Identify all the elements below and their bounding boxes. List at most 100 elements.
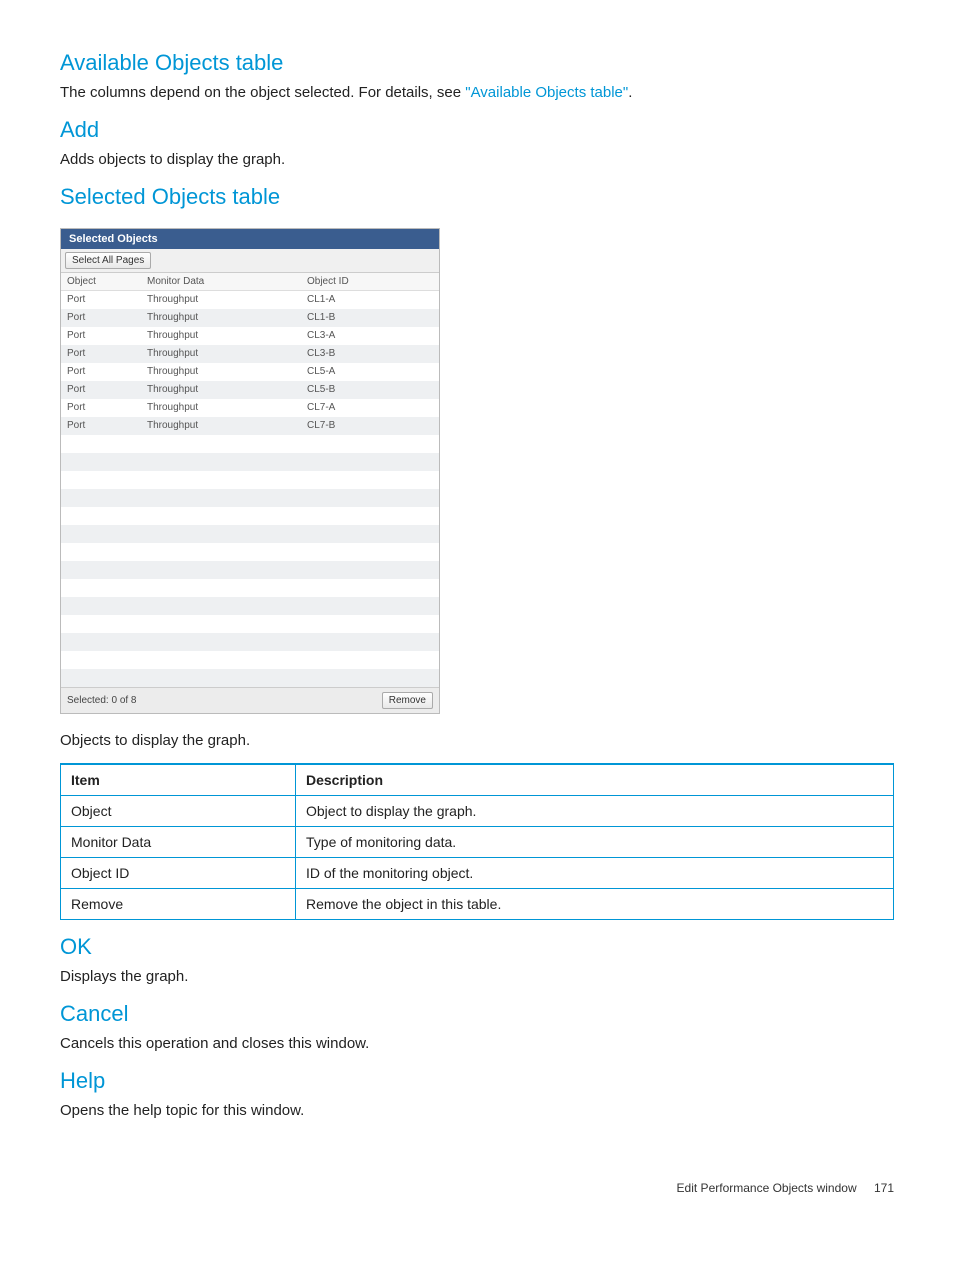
- remove-button[interactable]: Remove: [382, 692, 433, 709]
- col-object-id[interactable]: Object ID: [301, 273, 381, 291]
- table-row-empty: [61, 597, 439, 615]
- selected-objects-panel: Selected Objects Select All Pages Object…: [60, 228, 440, 714]
- table-row-empty: [61, 561, 439, 579]
- table-row-empty: [61, 435, 439, 453]
- panel-title: Selected Objects: [61, 229, 439, 249]
- table-cell: [61, 453, 141, 471]
- table-cell: [381, 543, 439, 561]
- table-cell: CL7-B: [301, 417, 381, 435]
- table-cell: [381, 471, 439, 489]
- table-row[interactable]: PortThroughputCL5-B: [61, 381, 439, 399]
- table-cell: [141, 651, 301, 669]
- table-row[interactable]: PortThroughputCL7-B: [61, 417, 439, 435]
- table-row[interactable]: PortThroughputCL1-A: [61, 291, 439, 309]
- table-row-empty: [61, 579, 439, 597]
- desc-col-item: Item: [61, 764, 296, 796]
- table-cell: [61, 633, 141, 651]
- desc-row: ObjectObject to display the graph.: [61, 795, 894, 826]
- table-cell: Port: [61, 291, 141, 309]
- table-cell: Throughput: [141, 345, 301, 363]
- text-available-objects: The columns depend on the object selecte…: [60, 82, 894, 103]
- table-cell: [301, 453, 381, 471]
- heading-cancel: Cancel: [60, 1001, 894, 1027]
- col-object[interactable]: Object: [61, 273, 141, 291]
- table-row[interactable]: PortThroughputCL5-A: [61, 363, 439, 381]
- col-monitor-data[interactable]: Monitor Data: [141, 273, 301, 291]
- table-cell: [141, 669, 301, 687]
- table-cell: Port: [61, 363, 141, 381]
- table-cell: CL5-B: [301, 381, 381, 399]
- table-cell: [141, 435, 301, 453]
- footer-title: Edit Performance Objects window: [677, 1181, 857, 1195]
- table-cell: [381, 345, 439, 363]
- table-cell: Throughput: [141, 381, 301, 399]
- table-cell: [381, 507, 439, 525]
- table-row[interactable]: PortThroughputCL1-B: [61, 309, 439, 327]
- table-cell: [61, 543, 141, 561]
- table-cell: Port: [61, 309, 141, 327]
- table-cell: [61, 615, 141, 633]
- table-cell: [141, 471, 301, 489]
- desc-row: RemoveRemove the object in this table.: [61, 888, 894, 919]
- table-cell: [381, 615, 439, 633]
- desc-row: Monitor DataType of monitoring data.: [61, 826, 894, 857]
- table-cell: [381, 291, 439, 309]
- table-cell: [381, 561, 439, 579]
- panel-toolbar: Select All Pages: [61, 249, 439, 273]
- table-cell: Throughput: [141, 417, 301, 435]
- desc-row: Object IDID of the monitoring object.: [61, 857, 894, 888]
- table-cell: Port: [61, 345, 141, 363]
- table-cell: CL3-B: [301, 345, 381, 363]
- col-empty: [381, 273, 439, 291]
- table-cell: [301, 669, 381, 687]
- text-add: Adds objects to display the graph.: [60, 149, 894, 170]
- table-row-empty: [61, 525, 439, 543]
- table-row[interactable]: PortThroughputCL3-B: [61, 345, 439, 363]
- table-cell: [381, 327, 439, 345]
- table-cell: [61, 507, 141, 525]
- table-row-empty: [61, 489, 439, 507]
- select-all-pages-button[interactable]: Select All Pages: [65, 252, 151, 269]
- desc-cell: Remove: [61, 888, 296, 919]
- heading-help: Help: [60, 1068, 894, 1094]
- desc-col-description: Description: [296, 764, 894, 796]
- desc-cell: Remove the object in this table.: [296, 888, 894, 919]
- table-cell: [141, 579, 301, 597]
- table-cell: [61, 471, 141, 489]
- table-cell: [381, 597, 439, 615]
- table-cell: [301, 435, 381, 453]
- heading-ok: OK: [60, 934, 894, 960]
- table-cell: [381, 525, 439, 543]
- table-cell: Throughput: [141, 291, 301, 309]
- selected-objects-datatable: Object Monitor Data Object ID PortThroug…: [61, 273, 439, 687]
- table-row-empty: [61, 453, 439, 471]
- table-cell: [301, 525, 381, 543]
- table-cell: [381, 363, 439, 381]
- table-cell: CL1-A: [301, 291, 381, 309]
- table-cell: [301, 651, 381, 669]
- table-cell: [141, 507, 301, 525]
- table-cell: [141, 453, 301, 471]
- table-cell: [141, 633, 301, 651]
- table-cell: Port: [61, 381, 141, 399]
- table-row[interactable]: PortThroughputCL3-A: [61, 327, 439, 345]
- text-ok: Displays the graph.: [60, 966, 894, 987]
- table-cell: Port: [61, 417, 141, 435]
- table-row-empty: [61, 651, 439, 669]
- desc-cell: Object to display the graph.: [296, 795, 894, 826]
- table-cell: CL1-B: [301, 309, 381, 327]
- table-row[interactable]: PortThroughputCL7-A: [61, 399, 439, 417]
- text-available-prefix: The columns depend on the object selecte…: [60, 84, 465, 101]
- table-cell: [61, 525, 141, 543]
- table-cell: CL5-A: [301, 363, 381, 381]
- table-cell: Throughput: [141, 399, 301, 417]
- desc-cell: Monitor Data: [61, 826, 296, 857]
- table-cell: [61, 579, 141, 597]
- table-cell: [141, 597, 301, 615]
- table-cell: [301, 615, 381, 633]
- text-cancel: Cancels this operation and closes this w…: [60, 1033, 894, 1054]
- table-cell: [301, 633, 381, 651]
- link-available-objects[interactable]: "Available Objects table": [465, 84, 628, 101]
- table-cell: Throughput: [141, 309, 301, 327]
- table-cell: [141, 489, 301, 507]
